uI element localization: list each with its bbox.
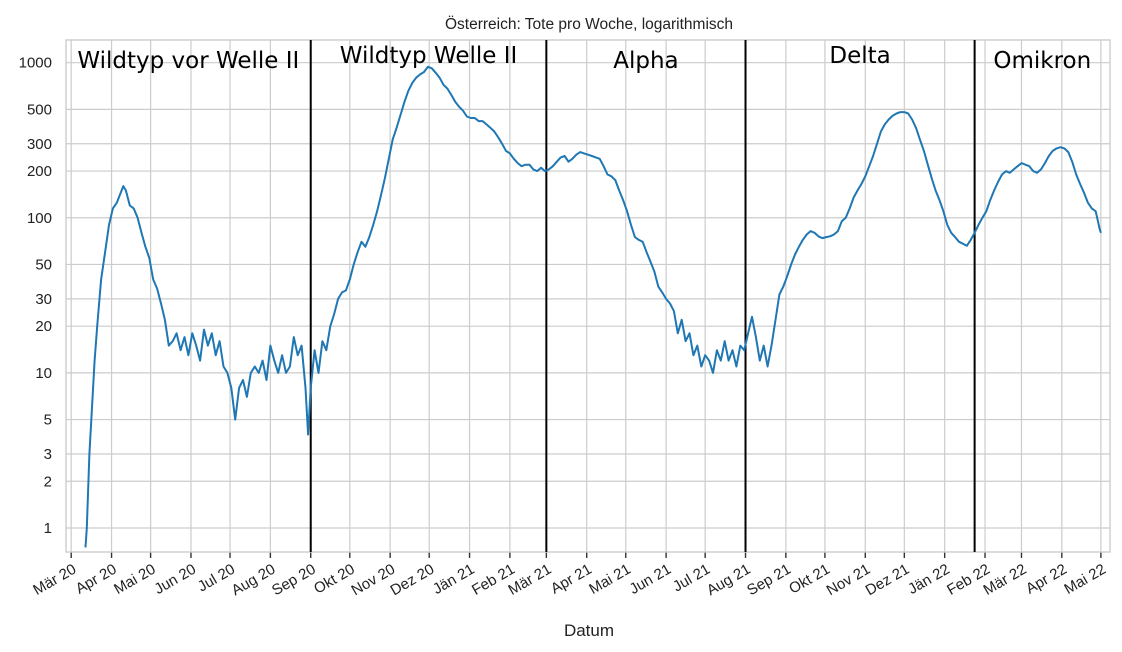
x-tick-label: Sep 20 — [269, 561, 319, 599]
y-tick-label: 3 — [44, 446, 52, 463]
phase-label: Wildtyp Welle II — [340, 43, 518, 69]
x-tick-label: Jän 22 — [905, 561, 953, 598]
y-tick-label: 100 — [27, 210, 52, 227]
plot-area — [65, 39, 1111, 553]
x-tick-label: Aug 21 — [704, 561, 754, 599]
x-tick-label: Apr 20 — [73, 561, 120, 598]
x-tick-label: Jun 20 — [151, 561, 199, 598]
phase-dividers — [309, 40, 976, 552]
phase-label: Delta — [829, 43, 890, 69]
y-tick-label: 1 — [44, 520, 52, 537]
y-tick-label: 50 — [35, 256, 52, 273]
x-tick-label: Dez 20 — [388, 561, 438, 599]
y-tick-label: 300 — [27, 136, 52, 153]
chart-title: Österreich: Tote pro Woche, logarithmisc… — [445, 15, 733, 33]
y-tick-label: 20 — [35, 318, 52, 335]
x-tick-label: Mai 21 — [586, 561, 633, 598]
phase-labels: Wildtyp vor Welle II Wildtyp Welle II Alph… — [77, 43, 1091, 74]
x-tick-label: Mär 21 — [505, 561, 554, 599]
y-axis-ticks: 1 2 3 5 10 20 30 50 100 200 300 500 1000 — [19, 55, 52, 537]
y-tick-label: 10 — [35, 365, 52, 382]
x-tick-label: Okt 20 — [311, 561, 358, 598]
series-line — [84, 65, 1102, 548]
x-tick-label: Dez 21 — [863, 561, 913, 599]
x-tick-label: Apr 21 — [548, 561, 595, 598]
y-tick-label: 1000 — [19, 55, 52, 72]
y-tick-label: 30 — [35, 291, 52, 308]
phase-label: Alpha — [613, 48, 678, 74]
x-tick-label: Jun 21 — [627, 561, 675, 598]
grid — [66, 40, 1110, 558]
x-tick-label: Mär 20 — [30, 561, 79, 599]
x-tick-label: Apr 22 — [1023, 561, 1070, 598]
x-tick-label: Mai 22 — [1061, 561, 1108, 598]
x-tick-label: Jän 21 — [430, 561, 478, 598]
x-tick-label: Sep 21 — [744, 561, 794, 599]
y-tick-label: 5 — [44, 412, 52, 429]
x-axis-label: Datum — [564, 621, 614, 640]
phase-label: Omikron — [993, 48, 1091, 74]
y-tick-label: 2 — [44, 473, 52, 490]
y-tick-label: 200 — [27, 163, 52, 180]
x-tick-label: Okt 21 — [786, 561, 833, 598]
x-tick-label: Nov 21 — [824, 561, 874, 599]
x-tick-label: Aug 20 — [229, 561, 279, 599]
phase-label: Wildtyp vor Welle II — [77, 48, 299, 74]
x-tick-label: Mär 22 — [981, 561, 1030, 599]
y-tick-label: 500 — [27, 101, 52, 118]
x-tick-label: Nov 20 — [348, 561, 398, 599]
x-tick-label: Mai 20 — [111, 561, 158, 598]
